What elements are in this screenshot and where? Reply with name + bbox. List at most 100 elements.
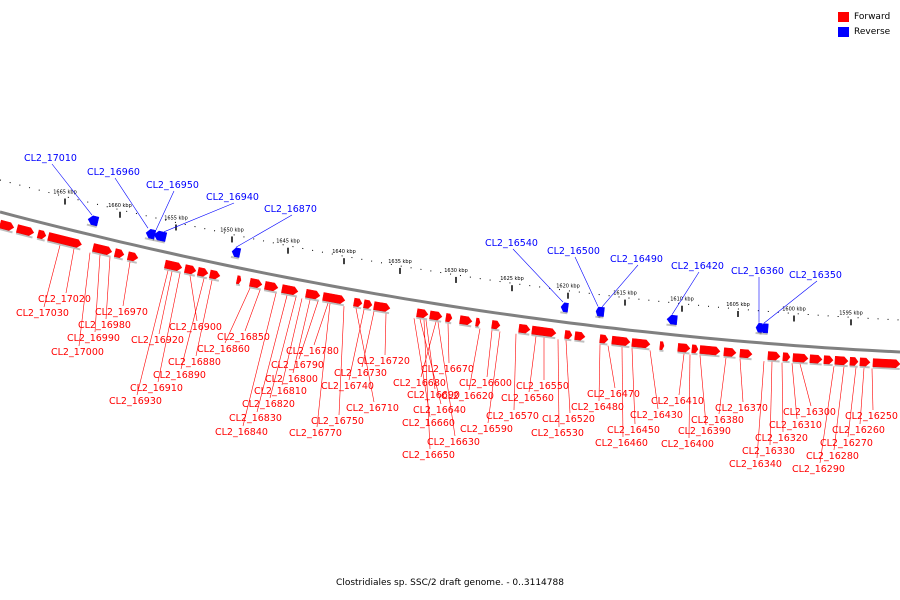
forward-gene-leader xyxy=(224,288,251,344)
forward-gene-block xyxy=(373,301,391,315)
forward-gene-label: CL2_16790 xyxy=(271,360,324,371)
forward-gene-leader xyxy=(799,363,812,407)
forward-gene-label: CL2_16410 xyxy=(651,396,704,407)
reverse-gene-leader xyxy=(114,177,149,229)
forward-gene-leader xyxy=(756,361,765,459)
forward-gene-block xyxy=(599,334,609,346)
forward-gene-leader xyxy=(105,257,111,320)
scale-tick-label: 1620 kbp xyxy=(556,284,580,290)
forward-gene-leader xyxy=(269,297,297,399)
forward-gene-leader xyxy=(468,328,481,391)
forward-gene-label: CL2_16720 xyxy=(357,356,410,367)
forward-gene-block xyxy=(859,357,871,369)
reverse-gene-label: CL2_16360 xyxy=(731,266,784,277)
forward-gene-label: CL2_16970 xyxy=(95,307,148,318)
forward-gene-leader xyxy=(598,344,601,402)
forward-gene-leader xyxy=(420,321,437,378)
forward-gene-leader xyxy=(244,290,261,332)
forward-gene-leader xyxy=(413,318,431,418)
legend: Forward Reverse xyxy=(838,9,890,39)
forward-gene-block xyxy=(491,320,501,332)
reverse-gene-label: CL2_16940 xyxy=(206,192,259,203)
forward-gene-label: CL2_16340 xyxy=(729,459,782,470)
forward-gene-label: CL2_16800 xyxy=(265,374,318,385)
forward-gene-block xyxy=(849,357,859,368)
forward-gene-label: CL2_16470 xyxy=(587,389,640,400)
forward-gene-label: CL2_16450 xyxy=(607,425,660,436)
reverse-gene-label: CL2_16420 xyxy=(671,261,724,272)
forward-gene-block xyxy=(767,351,781,363)
forward-gene-label: CL2_16830 xyxy=(229,413,282,424)
forward-gene-block xyxy=(263,281,279,294)
forward-gene-block xyxy=(475,317,481,329)
forward-gene-label: CL2_16660 xyxy=(402,418,455,429)
forward-gene-label: CL2_16370 xyxy=(715,403,768,414)
forward-gene-leader xyxy=(557,339,560,428)
forward-gene-block xyxy=(518,323,531,336)
forward-gene-leader xyxy=(242,293,277,427)
forward-gene-label: CL2_16650 xyxy=(402,450,455,461)
forward-gene-label: CL2_16910 xyxy=(130,383,183,394)
forward-gene-leader xyxy=(157,273,181,383)
genome-backbone xyxy=(0,210,900,354)
forward-gene-label: CL2_16680 xyxy=(393,378,446,389)
backbone-line xyxy=(0,210,900,354)
forward-gene-block xyxy=(15,224,35,239)
scale-tick-label: 1665 kbp xyxy=(53,190,77,196)
forward-gene-block xyxy=(792,353,809,365)
forward-gene-leader xyxy=(859,368,865,425)
forward-gene-block xyxy=(416,308,429,321)
forward-gene-label: CL2_16260 xyxy=(832,425,885,436)
forward-gene-block xyxy=(691,344,699,356)
reverse-gene-leader xyxy=(235,214,293,248)
forward-gene-label: CL2_16710 xyxy=(346,403,399,414)
forward-gene-block xyxy=(782,352,791,364)
scale-tick-label: 1655 kbp xyxy=(164,215,188,221)
reverse-gene-leader xyxy=(671,271,700,315)
forward-gene-leader xyxy=(486,330,493,378)
forward-gene-label: CL2_16780 xyxy=(286,346,339,357)
scale-tick-label: 1610 kbp xyxy=(670,297,694,303)
forward-gene-block xyxy=(564,330,573,342)
forward-gene-leader xyxy=(649,350,659,410)
forward-gene-label: CL2_16560 xyxy=(501,393,554,404)
forward-gene-label: CL2_16920 xyxy=(131,335,184,346)
forward-gene-block xyxy=(126,251,139,264)
scale-tick-label: 1630 kbp xyxy=(444,268,468,274)
forward-gene-label: CL2_16320 xyxy=(755,433,808,444)
scale-tick-label: 1650 kbp xyxy=(220,227,244,233)
forward-gene-leader xyxy=(513,333,517,411)
reverse-gene-block xyxy=(86,215,100,228)
forward-gene-leader xyxy=(298,301,319,360)
forward-gene-block xyxy=(823,355,834,367)
forward-gene-leader xyxy=(189,275,198,322)
forward-gene-leader xyxy=(384,313,387,356)
scale-tick-label: 1635 kbp xyxy=(388,259,412,265)
forward-gene-leader xyxy=(847,367,857,438)
forward-gene-label: CL2_16740 xyxy=(321,381,374,392)
forward-gene-leader xyxy=(316,303,331,428)
forward-gene-block xyxy=(305,288,321,302)
forward-gene-leader xyxy=(43,245,61,308)
forward-swatch xyxy=(838,11,849,22)
scale-tick-label: 1640 kbp xyxy=(332,249,356,255)
legend-reverse: Reverse xyxy=(838,24,890,39)
scale-tick-label: 1615 kbp xyxy=(613,291,637,297)
reverse-gene-block xyxy=(759,323,769,336)
forward-gene-block xyxy=(739,348,753,361)
forward-gene-leader xyxy=(819,366,835,464)
forward-gene-block xyxy=(196,267,209,280)
reverse-gene-leaders xyxy=(51,163,818,324)
forward-gene-label: CL2_16810 xyxy=(254,386,307,397)
reverse-gene-label: CL2_16960 xyxy=(87,167,140,178)
forward-gene-block xyxy=(91,243,113,258)
forward-gene-block xyxy=(208,269,221,282)
forward-gene-label: CL2_16640 xyxy=(413,405,466,416)
reverse-genes xyxy=(86,215,769,336)
forward-gene-leader xyxy=(699,355,707,426)
forward-gene-block xyxy=(459,315,473,328)
reverse-gene-leader xyxy=(155,190,175,231)
forward-gene-label: CL2_16520 xyxy=(542,414,595,425)
forward-gene-leader xyxy=(437,322,456,437)
